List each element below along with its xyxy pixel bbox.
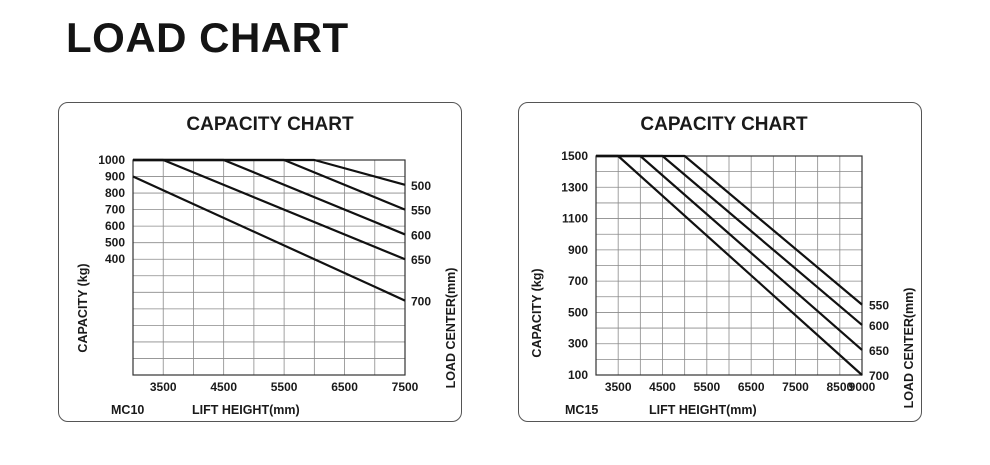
model-label: MC15 [565, 403, 598, 417]
x-tick-label: 8500 [826, 380, 853, 394]
x-tick-label: 5500 [693, 380, 720, 394]
x-tick-label: 3500 [150, 380, 177, 394]
x-tick-label: 9000 [849, 380, 876, 394]
plot-frame [595, 155, 863, 376]
series-line-700 [596, 154, 863, 376]
x-tick-label: 6500 [331, 380, 358, 394]
model-label: MC10 [111, 403, 144, 417]
chart-grid [595, 155, 863, 376]
page-title: LOAD CHART [66, 14, 349, 61]
y-axis-label: CAPACITY (kg) [76, 263, 90, 352]
y-tick-label: 700 [105, 203, 125, 217]
y-tick-group: 1500 1300 1100 900 700 500 300 100 [561, 149, 588, 382]
series-line-550 [133, 158, 406, 211]
y-tick-label: 100 [568, 368, 588, 382]
y-tick-label: 900 [105, 170, 125, 184]
x-tick-label: 5500 [271, 380, 298, 394]
y-tick-label: 400 [105, 252, 125, 266]
series-group [596, 154, 863, 376]
x-tick-label: 7500 [782, 380, 809, 394]
chart-title: CAPACITY CHART [640, 114, 808, 135]
x-tick-label: 7500 [392, 380, 419, 394]
x-tick-label: 3500 [605, 380, 632, 394]
series-label-group: 500 550 600 650 700 [411, 179, 431, 309]
series-line-700 [132, 175, 406, 302]
series-label-550: 550 [411, 204, 431, 218]
chart-mc15-svg: CAPACITY CHART 550 600 650 700 3500 4500 5500… [530, 114, 916, 417]
series-label-500: 500 [411, 179, 431, 193]
series-label-group: 550 600 650 700 [869, 299, 889, 383]
x-tick-label: 6500 [738, 380, 765, 394]
y-tick-label: 500 [105, 236, 125, 250]
series-line-650 [133, 158, 406, 261]
y2-axis-label: LOAD CENTER(mm) [902, 288, 916, 409]
chart-mc10-svg: CAPACITY CHART 500 550 600 650 700 3500 4500 5… [76, 114, 458, 417]
y-axis-label: CAPACITY (kg) [530, 268, 544, 357]
y-tick-label: 700 [568, 274, 588, 288]
series-group [132, 158, 406, 302]
x-axis-label: LIFT HEIGHT(mm) [649, 403, 757, 417]
y-tick-label: 1300 [561, 180, 588, 194]
series-label-600: 600 [411, 228, 431, 242]
y-tick-label: 1500 [561, 149, 588, 163]
y-tick-label: 600 [105, 219, 125, 233]
series-label-700: 700 [869, 369, 889, 383]
x-tick-label: 4500 [210, 380, 237, 394]
x-axis-label: LIFT HEIGHT(mm) [192, 403, 300, 417]
x-tick-group: 3500 4500 5500 6500 7500 [150, 380, 419, 394]
y-tick-label: 900 [568, 243, 588, 257]
x-tick-label: 4500 [649, 380, 676, 394]
y-tick-label: 1000 [98, 153, 125, 167]
capacity-chart-mc15: CAPACITY CHART 550 600 650 700 3500 4500 5500… [518, 102, 922, 422]
capacity-chart-mc10: CAPACITY CHART 500 550 600 650 700 3500 4500 5… [58, 102, 462, 422]
series-label-550: 550 [869, 299, 889, 313]
y-tick-group: 1000 900 800 700 600 500 400 [98, 153, 125, 266]
series-line-600 [133, 158, 406, 236]
series-label-700: 700 [411, 295, 431, 309]
series-label-600: 600 [869, 319, 889, 333]
y-tick-label: 800 [105, 186, 125, 200]
y-tick-label: 300 [568, 337, 588, 351]
y-tick-label: 1100 [562, 212, 588, 226]
y-tick-label: 500 [568, 305, 588, 319]
series-label-650: 650 [869, 344, 889, 358]
y2-axis-label: LOAD CENTER(mm) [444, 268, 458, 389]
chart-title: CAPACITY CHART [186, 114, 354, 135]
series-label-650: 650 [411, 253, 431, 267]
